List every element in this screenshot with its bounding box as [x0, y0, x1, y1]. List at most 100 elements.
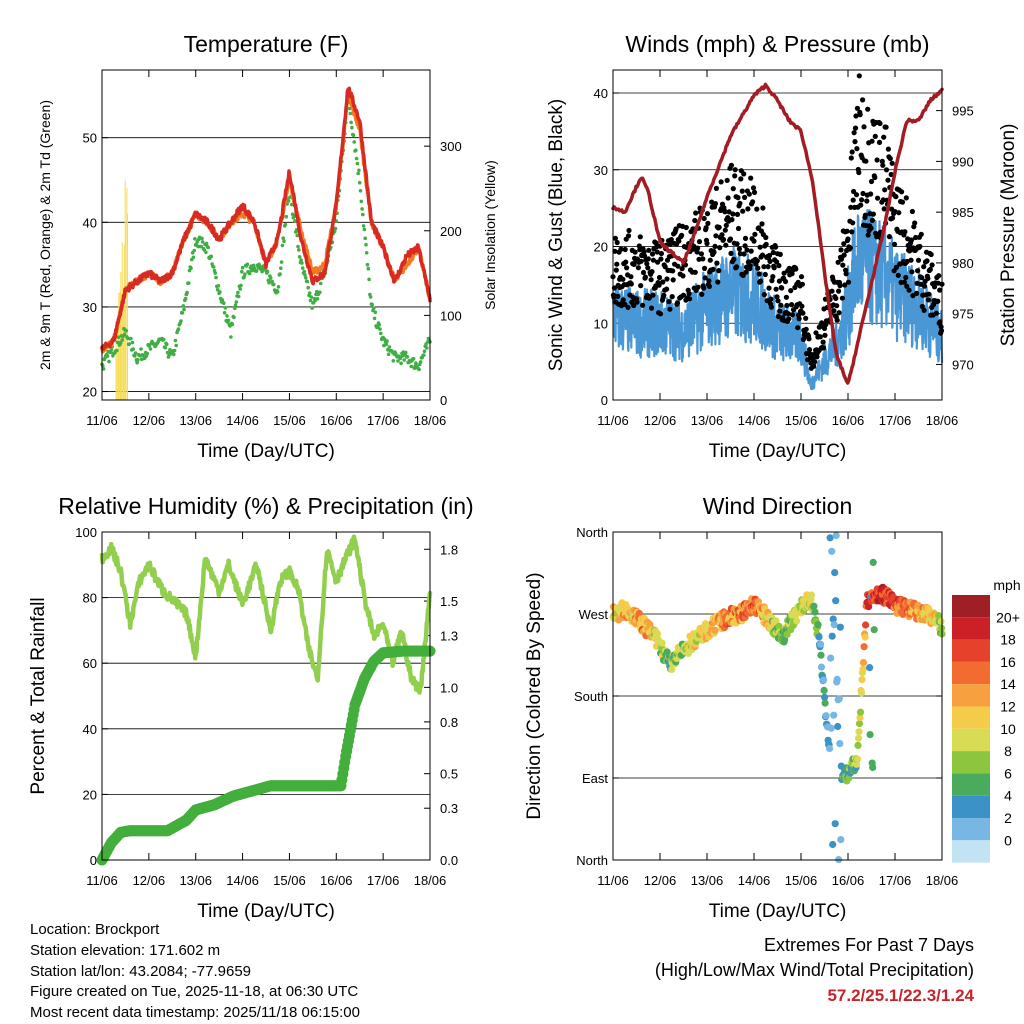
direction-point [831, 820, 839, 828]
gust-point [856, 169, 862, 176]
gust-point [820, 339, 826, 345]
gust-point [833, 295, 839, 301]
colorbar-swatch [952, 661, 990, 685]
gust-point [720, 236, 727, 243]
direction-point [857, 689, 866, 697]
direction-point [826, 534, 834, 542]
gust-point [734, 211, 741, 217]
gust-point [723, 222, 729, 228]
dewpoint-point [204, 241, 209, 246]
colorbar-swatch [952, 840, 990, 863]
colorbar-swatch [952, 595, 990, 618]
gust-point [789, 312, 796, 318]
gust-point [661, 292, 667, 298]
y-tick-label: 40 [594, 86, 608, 101]
series-gust [610, 73, 945, 371]
gust-point [776, 263, 782, 269]
series-precipitation [96, 645, 436, 866]
dewpoint-point [222, 311, 227, 315]
colorbar: mph 20+ 18 16 14 12 10 8 6 4 2 0 [952, 577, 1021, 863]
dewpoint-point [236, 290, 240, 295]
dewpoint-point [247, 271, 252, 276]
dewpoint-point [372, 306, 376, 311]
gust-point [700, 256, 706, 262]
gust-point [658, 250, 665, 257]
gust-point [687, 296, 693, 302]
gust-point [937, 319, 943, 325]
gust-point [638, 258, 644, 264]
gust-point [836, 310, 842, 316]
direction-point [853, 755, 862, 763]
gust-point [812, 359, 818, 365]
direction-point [807, 591, 816, 599]
dewpoint-point [200, 236, 204, 241]
gust-point [615, 293, 621, 299]
direction-point [836, 623, 844, 631]
gust-point [713, 185, 720, 191]
dewpoint-point [318, 281, 323, 286]
dewpoint-point [365, 262, 370, 267]
x-axis-label: Time (Day/UTC) [709, 901, 847, 922]
x-tick-label: 16/06 [320, 413, 353, 428]
plot-border [101, 69, 431, 401]
y2-tick-label: 980 [952, 256, 974, 271]
gust-point [625, 304, 631, 310]
gust-point [919, 275, 925, 281]
dewpoint-point [242, 275, 246, 279]
dewpoint-point [286, 199, 291, 203]
gust-point [838, 247, 844, 253]
gust-point [908, 237, 915, 243]
dewpoint-point [385, 339, 389, 343]
gust-point [896, 210, 902, 216]
x-tick-label: 13/06 [691, 873, 724, 888]
y2-tick-label: 100 [440, 308, 462, 323]
gust-point [728, 162, 735, 168]
gust-point [843, 271, 849, 277]
x-tick-label: 12/06 [644, 413, 677, 428]
gust-point [673, 226, 679, 232]
gust-point [834, 317, 840, 323]
gust-point [675, 263, 681, 269]
dewpoint-point [351, 133, 356, 137]
extremes-box: Extremes For Past 7 Days (High/Low/Max W… [655, 933, 974, 1008]
gust-point [849, 149, 855, 155]
gust-point [759, 252, 766, 258]
gust-point [909, 269, 915, 275]
direction-point [865, 603, 873, 611]
gust-point [858, 202, 864, 208]
dewpoint-point [200, 240, 205, 244]
dewpoint-point [193, 237, 197, 241]
gust-point [751, 189, 758, 195]
dewpoint-point [265, 269, 270, 274]
direction-point [858, 676, 866, 684]
direction-point [817, 651, 825, 659]
gust-point [750, 185, 757, 191]
gust-point [676, 238, 682, 244]
dewpoint-point [306, 285, 311, 290]
dewpoint-point [348, 111, 353, 116]
dewpoint-point [236, 294, 241, 299]
dewpoint-point [173, 338, 178, 343]
dewpoint-point [309, 295, 314, 299]
dewpoint-point [361, 212, 365, 217]
x-tick-label: 17/06 [879, 873, 912, 888]
gust-point [669, 294, 675, 300]
gust-point [718, 179, 724, 185]
gust-point [882, 187, 888, 193]
gust-point [707, 257, 713, 263]
gust-point [771, 265, 777, 271]
x-tick-label: 14/06 [738, 873, 771, 888]
direction-point [810, 602, 818, 610]
gust-point [679, 232, 685, 238]
y2-tick-label: 0.5 [440, 767, 458, 782]
colorbar-swatch [952, 728, 990, 752]
dewpoint-point [191, 255, 196, 260]
dewpoint-point [404, 350, 408, 355]
gust-point [899, 189, 905, 195]
gust-point [696, 256, 702, 262]
colorbar-swatch [952, 617, 990, 640]
latlon-text: Station lat/lon: 43.2084; -77.9659 [30, 962, 252, 980]
dewpoint-point [303, 273, 307, 277]
gust-point [704, 240, 710, 247]
gust-point [634, 299, 640, 305]
